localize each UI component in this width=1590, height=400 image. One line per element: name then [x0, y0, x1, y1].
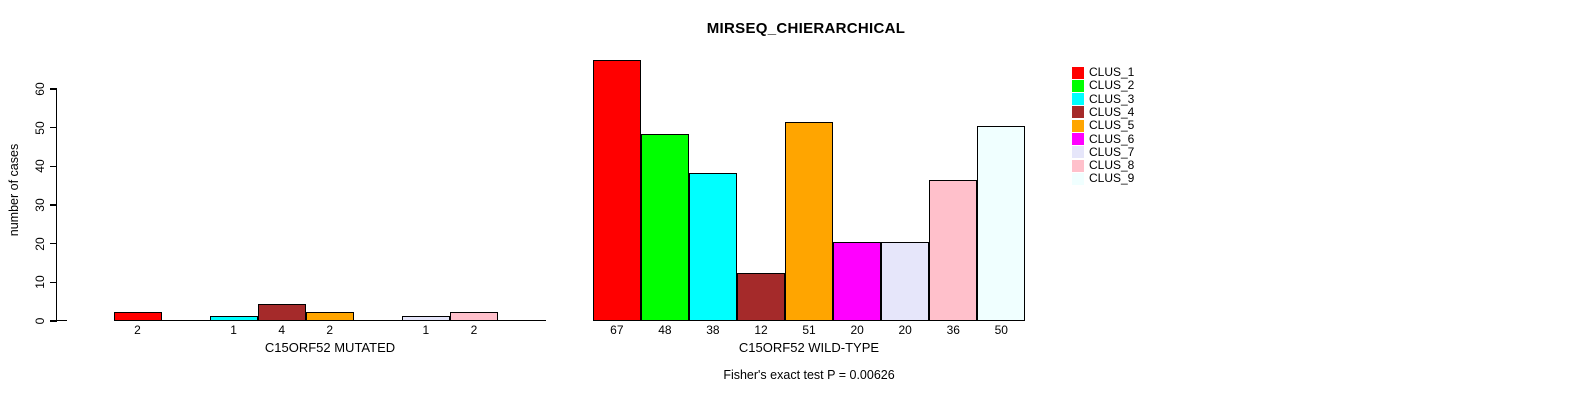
bar-value-label: 36: [946, 322, 960, 337]
legend-item: CLUS_4: [1072, 104, 1135, 119]
y-axis-tick-label: 60: [33, 82, 47, 96]
zero-bar-clus_6: [353, 319, 402, 321]
x-axis-origin-segment: [50, 319, 67, 322]
bar-value-label: 38: [706, 322, 720, 337]
bar-clus_3: [688, 172, 737, 321]
bar-clus_9: [977, 126, 1026, 321]
bar-clus_5: [785, 122, 834, 321]
legend-label: CLUS_3: [1089, 91, 1135, 106]
legend-item: CLUS_1: [1072, 66, 1134, 79]
legend-item: CLUS_2: [1072, 79, 1134, 92]
y-axis-tick: [50, 242, 57, 245]
zero-bar-clus_2: [161, 319, 210, 321]
bar-clus_8: [449, 311, 498, 321]
y-axis-tick-label: 30: [33, 198, 47, 212]
legend-swatch-clus_2: [1072, 79, 1084, 92]
bar-clus_3: [209, 315, 258, 321]
legend-label: CLUS_9: [1089, 171, 1135, 186]
x-axis-label-wildtype: C15ORF52 WILD-TYPE: [738, 340, 880, 355]
y-axis-tick: [50, 88, 57, 90]
bar-clus_1: [113, 311, 162, 321]
bar-value-label: 2: [470, 322, 478, 337]
y-axis-tick: [50, 204, 57, 206]
legend-item: CLUS_3: [1072, 91, 1135, 106]
x-axis-label-mutated: C15ORF52 MUTATED: [264, 340, 396, 355]
legend-swatch-clus_7: [1072, 146, 1084, 159]
legend-item: CLUS_5: [1072, 119, 1134, 132]
bar-value-label: 67: [610, 322, 624, 337]
bar-value-label: 51: [802, 322, 816, 337]
bar-value-label: 20: [850, 322, 864, 337]
y-axis-tick: [50, 281, 57, 284]
bar-clus_4: [257, 304, 306, 321]
bar-clus_8: [929, 180, 978, 321]
bar-value-label: 1: [422, 322, 430, 337]
bar-clus_7: [401, 315, 450, 321]
bar-clus_2: [640, 133, 689, 321]
y-axis-tick-label: 20: [33, 236, 47, 251]
fisher-test-annotation: Fisher's exact test P = 0.00626: [723, 368, 895, 382]
chart-title: MIRSEQ_CHIERARCHICAL: [706, 20, 906, 37]
y-axis-tick: [50, 126, 57, 129]
bar-value-label: 12: [754, 322, 768, 337]
legend-item: CLUS_8: [1072, 159, 1134, 172]
y-axis-tick-label: 0: [33, 317, 47, 325]
y-axis-tick-label: 10: [33, 275, 47, 290]
bar-value-label: 2: [134, 322, 141, 337]
y-axis-tick: [50, 320, 57, 322]
bar-clus_4: [736, 273, 786, 321]
legend-item: CLUS_7: [1072, 144, 1135, 159]
legend-swatch-clus_4: [1072, 106, 1084, 119]
bar-clus_7: [881, 242, 930, 321]
legend-item: CLUS_9: [1072, 172, 1134, 185]
legend-item: CLUS_6: [1072, 131, 1135, 146]
y-axis-tick: [50, 165, 57, 168]
legend-label: CLUS_6: [1089, 131, 1135, 146]
zero-bar-clus_9: [497, 319, 547, 321]
legend-label: CLUS_5: [1089, 118, 1135, 133]
legend-swatch-clus_5: [1072, 119, 1084, 132]
bar-value-label: 48: [658, 322, 672, 337]
bar-value-label: 2: [326, 322, 334, 337]
y-axis-tick-label: 50: [33, 120, 47, 135]
y-axis-tick-label: 40: [33, 159, 47, 174]
legend-label: CLUS_4: [1089, 104, 1135, 119]
legend-label: CLUS_8: [1089, 158, 1135, 173]
legend-swatch-clus_9: [1072, 172, 1084, 185]
legend-label: CLUS_2: [1089, 78, 1135, 93]
legend-swatch-clus_1: [1072, 66, 1084, 79]
legend-label: CLUS_1: [1089, 65, 1135, 79]
bar-clus_6: [833, 242, 882, 321]
bar-clus_1: [592, 60, 641, 321]
bar-value-label: 20: [898, 322, 912, 337]
bar-value-label: 4: [278, 322, 286, 337]
legend-label: CLUS_7: [1089, 144, 1135, 159]
legend-swatch-clus_3: [1072, 93, 1084, 106]
bar-value-label: 50: [994, 322, 1008, 337]
bar-clus_5: [305, 311, 354, 321]
bar-value-label: 1: [230, 322, 237, 337]
legend-swatch-clus_6: [1072, 133, 1084, 145]
legend-swatch-clus_8: [1072, 159, 1084, 172]
y-axis-title: number of cases: [7, 143, 21, 237]
